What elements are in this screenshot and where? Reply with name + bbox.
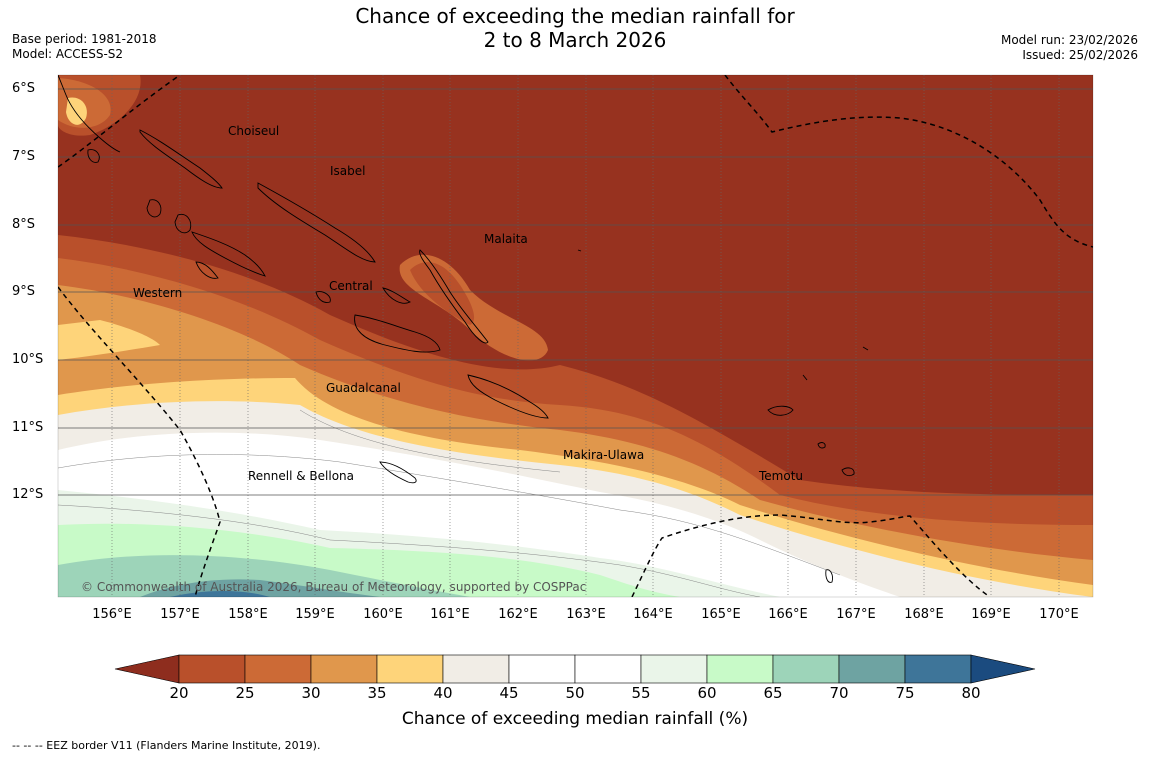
colorbar-30-35 — [310, 654, 378, 684]
colorbar-tick-label: 75 — [895, 684, 915, 702]
nw-pocket-40-45 — [66, 97, 87, 125]
lon-label: 169°E — [971, 607, 1011, 622]
issued-text: Issued: 25/02/2026 — [1022, 48, 1138, 62]
colorbar — [114, 654, 1036, 684]
colorbar-70-75 — [838, 654, 906, 684]
band-75-80 — [170, 590, 270, 597]
malaita-island — [419, 249, 489, 344]
bougainville-coast — [58, 75, 121, 153]
lon-label: 159°E — [295, 607, 335, 622]
lon-label: 156°E — [92, 607, 132, 622]
copyright-notice: © Commonwealth of Australia 2026, Bureau… — [81, 580, 587, 594]
colorbar-tick-label: 60 — [697, 684, 717, 702]
colorbar-25-30 — [244, 654, 312, 684]
colorbar-lt20 — [114, 654, 180, 684]
graticule — [111, 75, 1060, 597]
islands — [58, 75, 869, 583]
vanuatu-north-island — [825, 569, 833, 583]
region-label-guadalcanal: Guadalcanal — [326, 381, 401, 395]
vella-lavella-island — [146, 199, 162, 218]
rennell-island — [379, 461, 417, 484]
colorbar-tick-label: 65 — [763, 684, 783, 702]
temotu-island-ndende — [767, 405, 794, 416]
colorbar-tick-label: 45 — [499, 684, 519, 702]
colorbar-tick-label: 30 — [301, 684, 321, 702]
colorbar-55-60 — [640, 654, 708, 684]
eez-border — [58, 75, 1093, 597]
model-text: Model: ACCESS-S2 — [12, 47, 124, 61]
region-label-isabel: Isabel — [330, 164, 366, 178]
ontong-java-dot — [577, 249, 582, 252]
colorbar-45-50 — [508, 654, 576, 684]
temotu-island-vanikoro — [841, 467, 855, 477]
colorbar-tick-label: 80 — [961, 684, 981, 702]
colorbar-50-55 — [574, 654, 642, 684]
lat-label: 8°S — [12, 217, 36, 232]
lon-label: 164°E — [633, 607, 673, 622]
isabel-island — [257, 182, 376, 263]
malaita-pocket-inner — [410, 262, 475, 325]
choiseul-island — [139, 129, 223, 189]
lat-label: 12°S — [12, 487, 44, 502]
region-label-temotu: Temotu — [759, 469, 804, 483]
lon-label: 163°E — [566, 607, 606, 622]
colorbar-tick-label: 55 — [631, 684, 651, 702]
model-run-text: Model run: 23/02/2026 — [1000, 33, 1138, 47]
lat-label: 9°S — [12, 284, 36, 299]
colorbar-tick-label: 50 — [565, 684, 585, 702]
region-label-rennell-bellona: Rennell & Bellona — [248, 469, 355, 483]
colorbar-35-40 — [376, 654, 444, 684]
colorbar-60-65 — [706, 654, 774, 684]
kolombangara-island — [174, 213, 192, 234]
lon-label: 166°E — [768, 607, 808, 622]
lat-label: 11°S — [12, 420, 44, 435]
colorbar-gt80 — [970, 654, 1036, 684]
lon-label: 160°E — [363, 607, 403, 622]
new-georgia-island — [191, 231, 266, 277]
region-label-choiseul: Choiseul — [228, 124, 280, 138]
lon-label: 158°E — [228, 607, 268, 622]
colorbar-title: Chance of exceeding median rainfall (%) — [401, 709, 749, 729]
region-label-central: Central — [329, 279, 373, 293]
shortland-island — [87, 149, 100, 163]
chart-title-line1: Chance of exceeding the median rainfall … — [355, 4, 795, 28]
lon-label: 165°E — [701, 607, 741, 622]
region-label-makira-ulawa: Makira-Ulawa — [563, 448, 645, 462]
colorbar-tick-label: 25 — [235, 684, 255, 702]
small-island-1 — [862, 346, 869, 351]
colorbar-tick-label: 70 — [829, 684, 849, 702]
colorbar-20-25 — [178, 654, 246, 684]
chart-title-line2: 2 to 8 March 2026 — [483, 28, 667, 52]
colorbar-65-70 — [772, 654, 840, 684]
russell-island — [382, 287, 411, 304]
lon-label: 161°E — [430, 607, 470, 622]
lat-label: 7°S — [12, 149, 36, 164]
lon-label: 170°E — [1039, 607, 1079, 622]
makira-island — [467, 374, 549, 419]
lon-label: 168°E — [904, 607, 944, 622]
band-65-70 — [58, 555, 470, 597]
eez-footnote: -- -- -- EEZ border V11 (Flanders Marine… — [12, 739, 321, 752]
lon-label: 167°E — [836, 607, 876, 622]
lon-label: 157°E — [160, 607, 200, 622]
small-island-2 — [802, 374, 808, 381]
rendova-island — [195, 261, 219, 279]
temotu-island-utupua — [817, 442, 826, 449]
lat-label: 10°S — [12, 352, 44, 367]
region-label-western: Western — [133, 286, 183, 300]
base-period-text: Base period: 1981-2018 — [12, 32, 157, 46]
florida-island — [315, 291, 331, 303]
colorbar-tick-label: 40 — [433, 684, 453, 702]
lon-label: 162°E — [498, 607, 538, 622]
colorbar-tick-label: 35 — [367, 684, 387, 702]
colorbar-75-80 — [904, 654, 972, 684]
guadalcanal-island — [354, 314, 441, 353]
colorbar-40-45 — [442, 654, 510, 684]
region-label-malaita: Malaita — [484, 232, 528, 246]
colorbar-tick-label: 20 — [169, 684, 189, 702]
band-40-45 — [58, 320, 160, 360]
lat-label: 6°S — [12, 81, 36, 96]
